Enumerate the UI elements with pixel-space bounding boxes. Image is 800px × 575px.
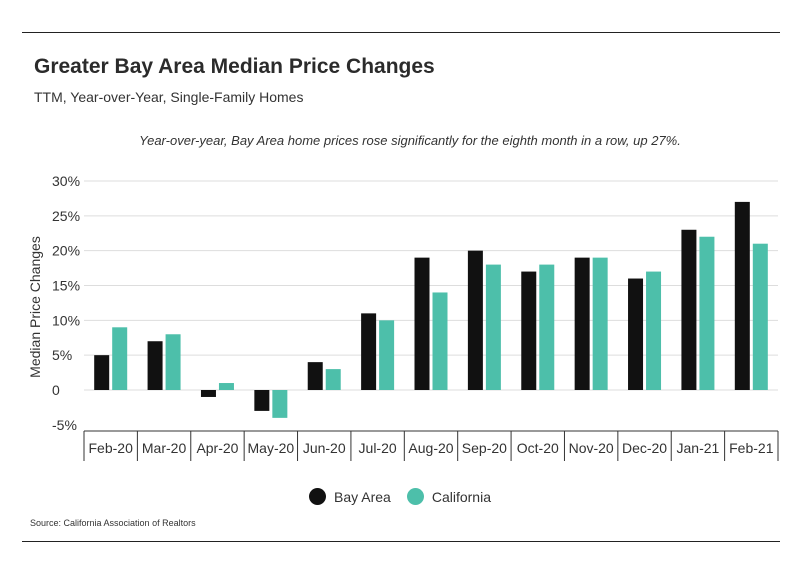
bar-california xyxy=(379,320,395,390)
y-tick-label: 15% xyxy=(52,278,80,294)
bar-bay-area xyxy=(147,341,163,390)
legend: Bay Area California xyxy=(0,488,800,505)
legend-item-california: California xyxy=(406,488,491,505)
bottom-rule xyxy=(22,541,780,542)
bar-chart: 30% 25% 20% 15% 10% 5% 0 -5% Median Price Change… xyxy=(27,173,779,461)
x-tick-label: Jun-20 xyxy=(303,440,346,456)
bar-california xyxy=(112,327,128,390)
bar-bay-area xyxy=(361,313,377,390)
bar-california xyxy=(218,383,234,390)
y-tick-label: 5% xyxy=(52,347,72,363)
y-tick-label: -5% xyxy=(52,417,77,433)
bar-bay-area xyxy=(628,278,644,390)
top-rule xyxy=(22,32,780,33)
y-tick-label: 30% xyxy=(52,173,80,189)
bar-bay-area xyxy=(200,390,216,397)
bar-bay-area xyxy=(734,201,750,390)
x-tick-label: Feb-20 xyxy=(89,440,134,456)
x-tick-label: Dec-20 xyxy=(622,440,667,456)
x-tick-label: Oct-20 xyxy=(517,440,559,456)
bar-california xyxy=(325,369,341,390)
bar-california xyxy=(539,264,555,390)
y-tick-label: 25% xyxy=(52,208,80,224)
bar-bay-area xyxy=(681,229,697,390)
y-tick-label: 20% xyxy=(52,243,80,259)
chart-annotation: Year-over-year, Bay Area home prices ros… xyxy=(139,133,681,148)
y-tick-label: 10% xyxy=(52,312,80,328)
x-tick-label: Apr-20 xyxy=(196,440,238,456)
bar-california xyxy=(646,271,662,390)
source-note: Source: California Association of Realto… xyxy=(30,518,196,528)
bar-bay-area xyxy=(521,271,537,390)
bar-bay-area xyxy=(254,390,270,411)
bar-california xyxy=(432,292,448,390)
legend-item-bay-area: Bay Area xyxy=(309,488,391,505)
bar-california xyxy=(272,390,288,418)
x-tick-label: Feb-21 xyxy=(729,440,774,456)
bar-california xyxy=(592,257,608,390)
bar-bay-area xyxy=(94,355,110,390)
chart-subtitle: TTM, Year-over-Year, Single-Family Homes xyxy=(34,89,304,105)
x-tick-label: Jul-20 xyxy=(359,440,397,456)
bar-bay-area xyxy=(414,257,430,390)
x-tick-label: Mar-20 xyxy=(142,440,187,456)
x-tick-label: Nov-20 xyxy=(569,440,614,456)
bar-california xyxy=(752,243,768,390)
legend-label-california: California xyxy=(431,488,491,505)
legend-swatch-california xyxy=(406,488,424,505)
bar-california xyxy=(165,334,181,390)
bar-california xyxy=(485,264,501,390)
x-tick-label: May-20 xyxy=(248,440,295,456)
y-tick-label: 0 xyxy=(52,382,60,398)
legend-label-bay-area: Bay Area xyxy=(334,488,391,505)
chart-title: Greater Bay Area Median Price Changes xyxy=(34,55,435,78)
x-tick-label: Jan-21 xyxy=(677,440,720,456)
x-tick-label: Aug-20 xyxy=(408,440,453,456)
bar-california xyxy=(699,236,715,390)
bar-bay-area xyxy=(574,257,590,390)
legend-swatch-bay-area xyxy=(309,488,327,505)
y-axis-label: Median Price Changes xyxy=(27,236,43,378)
x-tick-label: Sep-20 xyxy=(462,440,507,456)
bar-bay-area xyxy=(467,250,483,390)
bar-bay-area xyxy=(307,362,323,390)
